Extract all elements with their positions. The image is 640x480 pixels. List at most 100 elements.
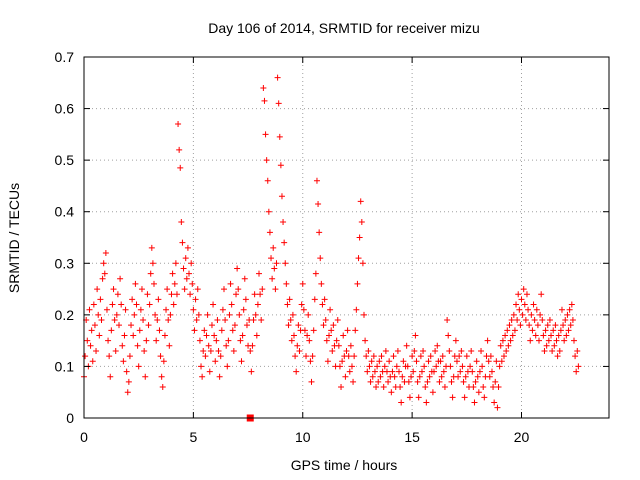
data-point (113, 311, 120, 318)
data-point (284, 301, 291, 308)
data-point (394, 347, 401, 354)
data-point (545, 337, 552, 344)
data-point (562, 317, 569, 324)
data-point (569, 317, 576, 324)
data-point (228, 301, 235, 308)
data-point (445, 332, 452, 339)
data-point (280, 219, 287, 226)
data-point (120, 358, 127, 365)
data-point (470, 384, 477, 391)
data-point (306, 337, 313, 344)
data-point (549, 347, 556, 354)
data-point (420, 347, 427, 354)
data-point (248, 368, 255, 375)
data-point (165, 317, 172, 324)
data-point (345, 353, 352, 360)
y-tick-label: 0.7 (55, 49, 75, 65)
data-point (107, 373, 114, 380)
data-point (433, 363, 440, 370)
data-point (565, 327, 572, 334)
data-point (109, 301, 116, 308)
data-point (310, 327, 317, 334)
data-point (111, 317, 118, 324)
data-point (498, 358, 505, 365)
data-point (376, 358, 383, 365)
data-point (136, 327, 143, 334)
data-point (207, 347, 214, 354)
data-point (440, 368, 447, 375)
y-tick-label: 0 (66, 410, 74, 426)
data-point (154, 317, 161, 324)
data-point (184, 244, 191, 251)
data-point (377, 373, 384, 380)
data-point (373, 384, 380, 391)
data-point (365, 347, 372, 354)
data-point (474, 373, 481, 380)
data-point (573, 368, 580, 375)
data-point (508, 317, 515, 324)
data-point (186, 270, 192, 277)
data-point (196, 337, 203, 344)
data-point (423, 399, 430, 406)
data-point (142, 373, 149, 380)
data-point (214, 317, 221, 324)
data-point (409, 353, 416, 360)
data-point (421, 363, 428, 370)
data-point (274, 74, 281, 81)
data-point (91, 322, 98, 329)
data-point (366, 363, 373, 370)
data-point (516, 306, 523, 313)
data-point (294, 342, 301, 349)
x-tick-label: 20 (514, 429, 530, 445)
data-point (448, 378, 455, 385)
data-point (124, 389, 131, 396)
data-point (439, 353, 446, 360)
data-point (263, 157, 270, 164)
data-point (505, 342, 512, 349)
data-point (256, 270, 262, 277)
data-point (285, 322, 292, 329)
data-point (568, 301, 575, 308)
x-tick-label: 15 (404, 429, 420, 445)
data-point (300, 306, 307, 313)
data-point (323, 337, 330, 344)
data-point (164, 286, 171, 293)
data-point (399, 373, 406, 380)
data-point (390, 353, 397, 360)
data-point (326, 332, 332, 339)
data-point (231, 322, 238, 329)
data-point (416, 373, 423, 380)
data-point (202, 353, 209, 360)
data-point (499, 337, 506, 344)
data-point (277, 162, 284, 169)
data-point (487, 353, 494, 360)
data-point (385, 378, 392, 385)
data-point (157, 353, 164, 360)
data-point (449, 394, 456, 401)
data-point (116, 322, 122, 329)
data-point (303, 353, 310, 360)
data-point (418, 368, 425, 375)
data-point (171, 280, 178, 287)
data-point (156, 327, 163, 334)
data-point (336, 363, 343, 370)
data-point (194, 286, 201, 293)
data-point (359, 260, 366, 267)
data-point (413, 358, 420, 365)
data-point (434, 342, 441, 349)
data-point (347, 342, 354, 349)
data-point (459, 363, 466, 370)
data-point (509, 332, 516, 339)
data-point (426, 373, 433, 380)
data-point (243, 322, 250, 329)
data-point (528, 311, 535, 318)
data-point (431, 368, 437, 375)
data-point (144, 291, 151, 298)
data-point (362, 337, 369, 344)
data-point (163, 306, 170, 313)
data-point (371, 368, 378, 375)
data-point (283, 280, 290, 287)
data-point (148, 244, 155, 251)
data-point (213, 337, 220, 344)
data-point (217, 353, 224, 360)
